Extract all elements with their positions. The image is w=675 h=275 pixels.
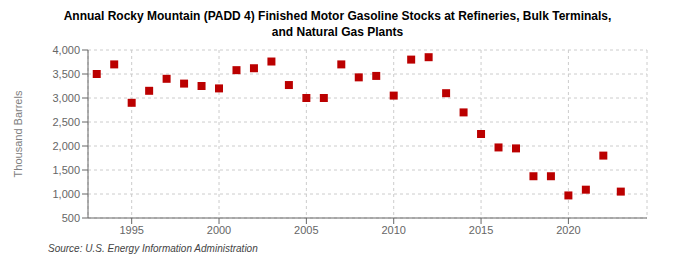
svg-text:2010: 2010	[381, 224, 405, 236]
svg-text:3,500: 3,500	[52, 68, 80, 80]
svg-text:2000: 2000	[207, 224, 231, 236]
html-text:Source: U.S. Energy Informatio: Source: U.S. Energy Information Administ…	[48, 243, 258, 254]
svg-text:2,500: 2,500	[52, 116, 80, 128]
svg-text:2015: 2015	[469, 224, 493, 236]
html-text:Annual Rocky Mountain (PADD 4): Annual Rocky Mountain (PADD 4) Finished …	[63, 9, 612, 39]
svg-text:Thousand Barrels: Thousand Barrels	[12, 90, 24, 177]
svg-text:500: 500	[62, 212, 80, 224]
svg-text:1,500: 1,500	[52, 164, 80, 176]
svg-text:2020: 2020	[556, 224, 580, 236]
svg-text:3,000: 3,000	[52, 92, 80, 104]
svg-text:2005: 2005	[294, 224, 318, 236]
svg-text:1,000: 1,000	[52, 188, 80, 200]
svg-text:2,000: 2,000	[52, 140, 80, 152]
svg-text:1995: 1995	[119, 224, 143, 236]
svg-text:4,000: 4,000	[52, 44, 80, 56]
